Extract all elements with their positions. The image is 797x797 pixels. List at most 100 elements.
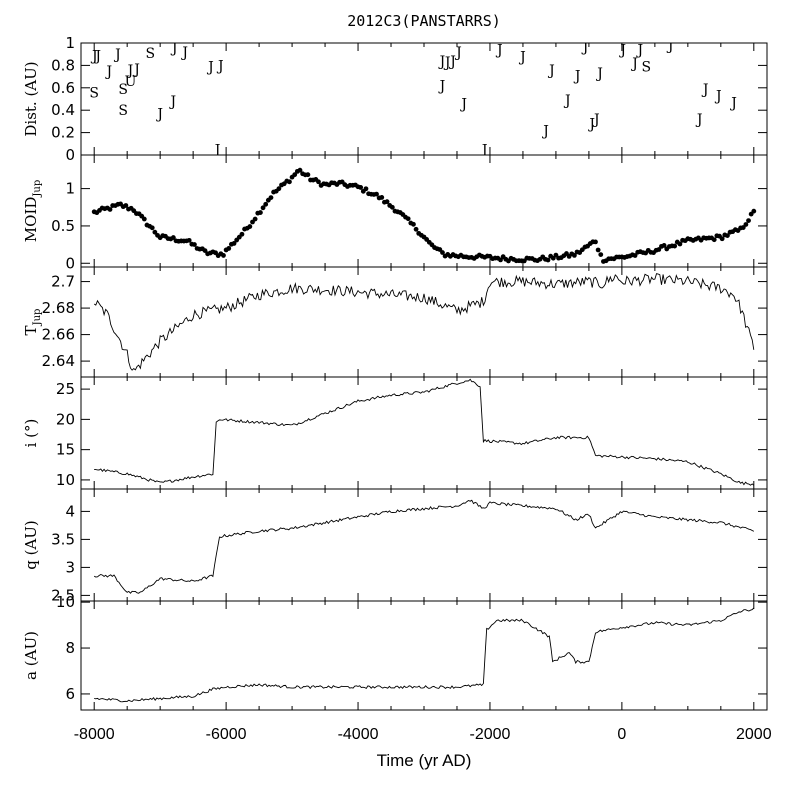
encounter-marker: J <box>592 112 600 128</box>
encounter-marker: J <box>213 142 221 158</box>
data-point <box>316 179 321 185</box>
encounter-marker: J <box>459 96 467 112</box>
encounter-marker: J <box>90 48 98 64</box>
y-tick-label-q: 3 <box>65 558 75 576</box>
data-point <box>358 185 364 190</box>
data-point <box>751 208 757 214</box>
panel-frame-a <box>80 600 768 711</box>
series-line <box>93 499 755 594</box>
y-tick-label-tjup: 2.64 <box>42 352 75 370</box>
y-tick-label-a: 10 <box>56 593 75 611</box>
encounter-marker: J <box>547 63 555 79</box>
encounter-marker: J <box>729 95 737 111</box>
y-tick-label-incl: 15 <box>56 441 75 459</box>
encounter-marker: J <box>93 48 101 64</box>
encounter-marker: J <box>630 56 638 72</box>
y-axis-label-a: a (AU) <box>22 631 40 680</box>
series-line <box>93 273 755 371</box>
encounter-marker: J <box>438 79 446 95</box>
encounter-marker: J <box>216 58 224 74</box>
data-point <box>413 226 419 232</box>
encounter-marker: J <box>618 43 626 59</box>
data-point <box>292 172 298 178</box>
encounter-marker: J <box>541 123 549 139</box>
encounter-marker: J <box>695 112 703 128</box>
data-point <box>202 248 208 253</box>
encounter-marker: J <box>573 68 581 84</box>
encounter-marker: J <box>495 43 503 59</box>
chart-title: 2012C3(PANSTARRS) <box>347 12 501 30</box>
encounter-marker: J <box>518 49 526 65</box>
data-point <box>545 257 551 263</box>
data-point <box>632 253 638 258</box>
encounter-marker: J <box>480 142 488 158</box>
series-line <box>94 378 755 486</box>
data-point <box>258 210 263 215</box>
encounter-marker: J <box>636 43 644 59</box>
y-tick-label-incl: 25 <box>56 380 75 398</box>
data-point <box>571 252 577 258</box>
series-line <box>94 607 755 703</box>
x-axis: -8000 -6000 -4000 -2000 0 2000 <box>74 726 772 743</box>
series-q <box>93 499 755 594</box>
encounter-marker: J <box>206 60 214 76</box>
data-point <box>593 239 598 245</box>
data-point <box>287 179 292 185</box>
y-tick-label-q: 2.5 <box>51 586 75 604</box>
encounter-marker: J <box>448 54 456 70</box>
y-tick-label-moid: 1 <box>65 180 75 198</box>
encounter-marker: J <box>180 45 188 61</box>
x-axis-label: Time (yr AD) <box>377 751 472 770</box>
encounter-marker: J <box>595 66 603 82</box>
y-axis-label-incl: i (°) <box>22 419 40 448</box>
y-tick-label-tjup: 2.68 <box>42 299 75 317</box>
data-point <box>107 207 113 212</box>
data-point <box>149 225 155 231</box>
panel-a: 6 8 10 a (AU) <box>22 593 768 711</box>
data-point <box>297 167 303 173</box>
y-tick-label-tjup: 2.66 <box>42 326 75 344</box>
data-point <box>389 204 395 210</box>
y-tick-label-q: 3.5 <box>51 530 75 548</box>
data-point <box>711 237 717 243</box>
y-tick-label-incl: 10 <box>56 471 75 489</box>
data-point <box>672 243 678 249</box>
data-point <box>363 186 369 192</box>
panel-frame-incl <box>80 376 768 490</box>
encounter-marker: J <box>105 64 113 80</box>
data-point <box>746 218 751 223</box>
data-point <box>411 221 416 227</box>
data-point <box>374 191 379 197</box>
panel-q: 2.5 3 3.5 4 q (AU) <box>22 488 768 604</box>
data-point <box>260 205 266 211</box>
y-tick-label-dist: 0.8 <box>51 56 75 74</box>
encounter-marker: J <box>170 40 178 56</box>
encounter-marker: J <box>563 93 571 109</box>
encounter-marker: S <box>145 46 155 62</box>
y-tick-label-a: 6 <box>65 685 75 703</box>
data-point <box>598 252 604 257</box>
data-point <box>186 237 192 243</box>
data-point <box>263 201 269 207</box>
data-point <box>231 241 237 246</box>
y-axis-label-subscript-moid: Jup <box>32 180 43 198</box>
encounter-marker: S <box>89 85 99 101</box>
encounter-marker: J <box>126 63 134 79</box>
x-tick-label: -6000 <box>206 726 247 743</box>
encounter-marker: J <box>443 55 451 71</box>
data-point <box>247 224 253 229</box>
x-tick-label: -2000 <box>470 726 511 743</box>
y-axis-label-subscript-tjup: Jup <box>32 309 43 327</box>
series-tjup <box>93 273 755 371</box>
encounter-marker: J <box>155 107 163 123</box>
y-tick-label-moid: 0.5 <box>51 217 75 235</box>
data-point <box>239 231 245 237</box>
encounter-marker: S <box>641 60 651 76</box>
data-point <box>170 235 176 240</box>
data-point <box>379 195 385 200</box>
encounter-marker: J <box>581 39 589 55</box>
data-point <box>384 199 390 205</box>
data-point <box>192 242 197 247</box>
encounter-marker: J <box>132 62 140 78</box>
